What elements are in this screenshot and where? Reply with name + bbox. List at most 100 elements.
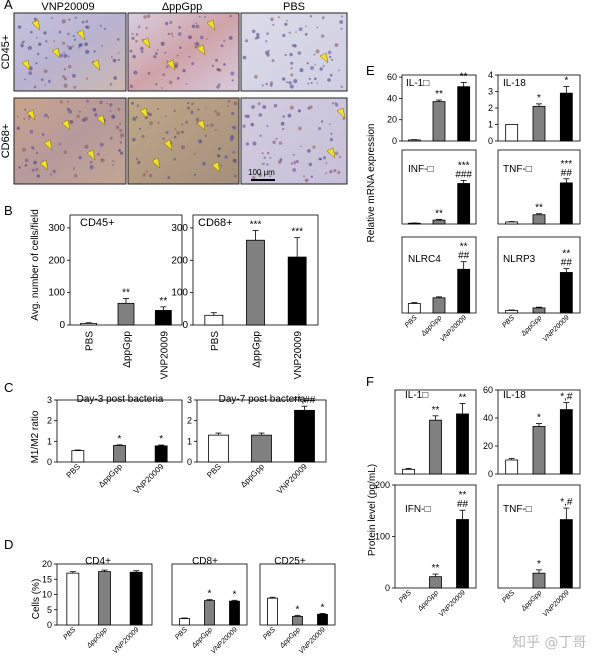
cell-nucleus xyxy=(292,168,297,172)
cell-nucleus xyxy=(327,78,331,82)
chart-title: IL-1□ xyxy=(405,390,428,401)
cell-nucleus xyxy=(63,53,68,58)
cell-nucleus xyxy=(278,141,283,145)
cell-nucleus xyxy=(316,82,319,84)
cell-nucleus xyxy=(85,20,89,23)
micrograph-cd68-2 xyxy=(240,97,348,185)
cell-nucleus xyxy=(281,127,285,131)
cell-nucleus xyxy=(334,43,339,47)
cell-nucleus xyxy=(325,172,328,175)
x-tick-label: PBS xyxy=(85,331,96,351)
cell-nucleus xyxy=(99,24,102,27)
bar-dppgpp xyxy=(532,214,546,225)
significance-marker: *** xyxy=(291,227,303,238)
cell-nucleus xyxy=(244,114,248,118)
cell-nucleus xyxy=(315,49,320,54)
cell-nucleus xyxy=(337,170,341,175)
cell-nucleus xyxy=(206,124,209,127)
bar-dppgpp xyxy=(251,434,272,463)
cell-nucleus xyxy=(181,145,185,150)
cell-nucleus xyxy=(318,127,322,131)
cell-nucleus xyxy=(67,32,70,36)
x-tick-label: ΔppGpp xyxy=(85,626,109,650)
y-tick-label: 200 xyxy=(48,255,65,266)
x-tick-label: ΔppGpp xyxy=(520,314,544,338)
cell-nucleus xyxy=(100,159,103,161)
cell-nucleus xyxy=(136,104,140,107)
significance-marker: * xyxy=(537,413,541,424)
chart-e2: 0 1 2 3 4 * * IL-18 xyxy=(488,70,581,146)
micrograph-row-label-0: CD45+ xyxy=(0,35,12,70)
cell-nucleus xyxy=(173,135,177,139)
cell-nucleus xyxy=(254,74,258,79)
cell-nucleus xyxy=(18,127,21,130)
cell-nucleus xyxy=(269,157,272,159)
cell-nucleus xyxy=(288,81,292,85)
cell-nucleus xyxy=(300,145,303,148)
cell-nucleus xyxy=(84,144,89,149)
cell-nucleus xyxy=(270,81,274,85)
panel-letter-e: E xyxy=(366,63,375,78)
micrograph-frame xyxy=(13,12,127,92)
cell-nucleus xyxy=(41,133,45,136)
cell-nucleus xyxy=(290,61,294,65)
y-tick-label: 2 xyxy=(488,103,493,113)
cell-nucleus xyxy=(89,160,93,164)
cell-nucleus xyxy=(17,115,19,118)
cell-nucleus xyxy=(231,112,235,115)
chart-title: CD25+ xyxy=(274,556,306,567)
cell-nucleus xyxy=(194,42,197,45)
cell-nucleus xyxy=(218,147,221,151)
cell-nucleus xyxy=(85,49,90,54)
cell-nucleus xyxy=(162,73,166,77)
cell-nucleus xyxy=(112,164,114,167)
cell-nucleus xyxy=(273,104,278,108)
cell-nucleus xyxy=(138,25,141,28)
cell-nucleus xyxy=(178,32,182,36)
significance-marker: ** xyxy=(159,296,167,307)
arrowhead-marker-icon xyxy=(211,161,221,173)
significance-marker: * xyxy=(159,434,163,445)
arrowhead-marker-icon xyxy=(96,114,106,126)
arrowhead-marker-icon xyxy=(43,139,53,151)
cell-nucleus xyxy=(272,140,276,144)
cell-nucleus xyxy=(232,151,236,154)
cell-nucleus xyxy=(99,100,103,105)
cell-nucleus xyxy=(49,173,53,176)
cell-nucleus xyxy=(280,121,285,126)
cell-nucleus xyxy=(44,113,48,118)
arrowhead-marker-icon xyxy=(163,139,173,151)
bar-pbs xyxy=(267,597,278,626)
y-tick-label: 1 xyxy=(488,120,493,130)
cell-nucleus xyxy=(153,55,157,59)
cell-nucleus xyxy=(232,126,235,129)
bar-vnp20009 xyxy=(287,256,307,326)
bar-vnp20009 xyxy=(559,182,573,225)
cell-nucleus xyxy=(230,71,235,76)
cell-nucleus xyxy=(277,16,280,19)
cell-nucleus xyxy=(72,34,76,38)
cell-nucleus xyxy=(310,81,313,84)
cell-nucleus xyxy=(282,33,286,38)
cell-nucleus xyxy=(275,137,278,140)
x-tick-label: PBS xyxy=(65,462,83,480)
cell-nucleus xyxy=(216,85,220,89)
cell-nucleus xyxy=(120,133,125,138)
y-tick-label: 3 xyxy=(47,395,52,405)
cell-nucleus xyxy=(79,43,83,47)
cell-nucleus xyxy=(119,122,121,125)
x-tick-label: VNP20009 xyxy=(542,314,571,343)
significance-marker: *,# xyxy=(560,497,573,508)
cell-nucleus xyxy=(34,17,36,20)
significance-marker: ** xyxy=(432,405,440,416)
bar-pbs xyxy=(505,221,519,225)
y-tick-label: 0 xyxy=(385,583,390,593)
cell-nucleus xyxy=(305,25,307,28)
bar-pbs xyxy=(505,459,519,475)
micrograph-cd45-2 xyxy=(240,12,348,92)
cell-nucleus xyxy=(139,127,141,130)
cell-nucleus xyxy=(306,62,309,65)
cell-nucleus xyxy=(94,113,98,117)
cell-nucleus xyxy=(224,155,228,159)
cell-nucleus xyxy=(29,129,34,134)
